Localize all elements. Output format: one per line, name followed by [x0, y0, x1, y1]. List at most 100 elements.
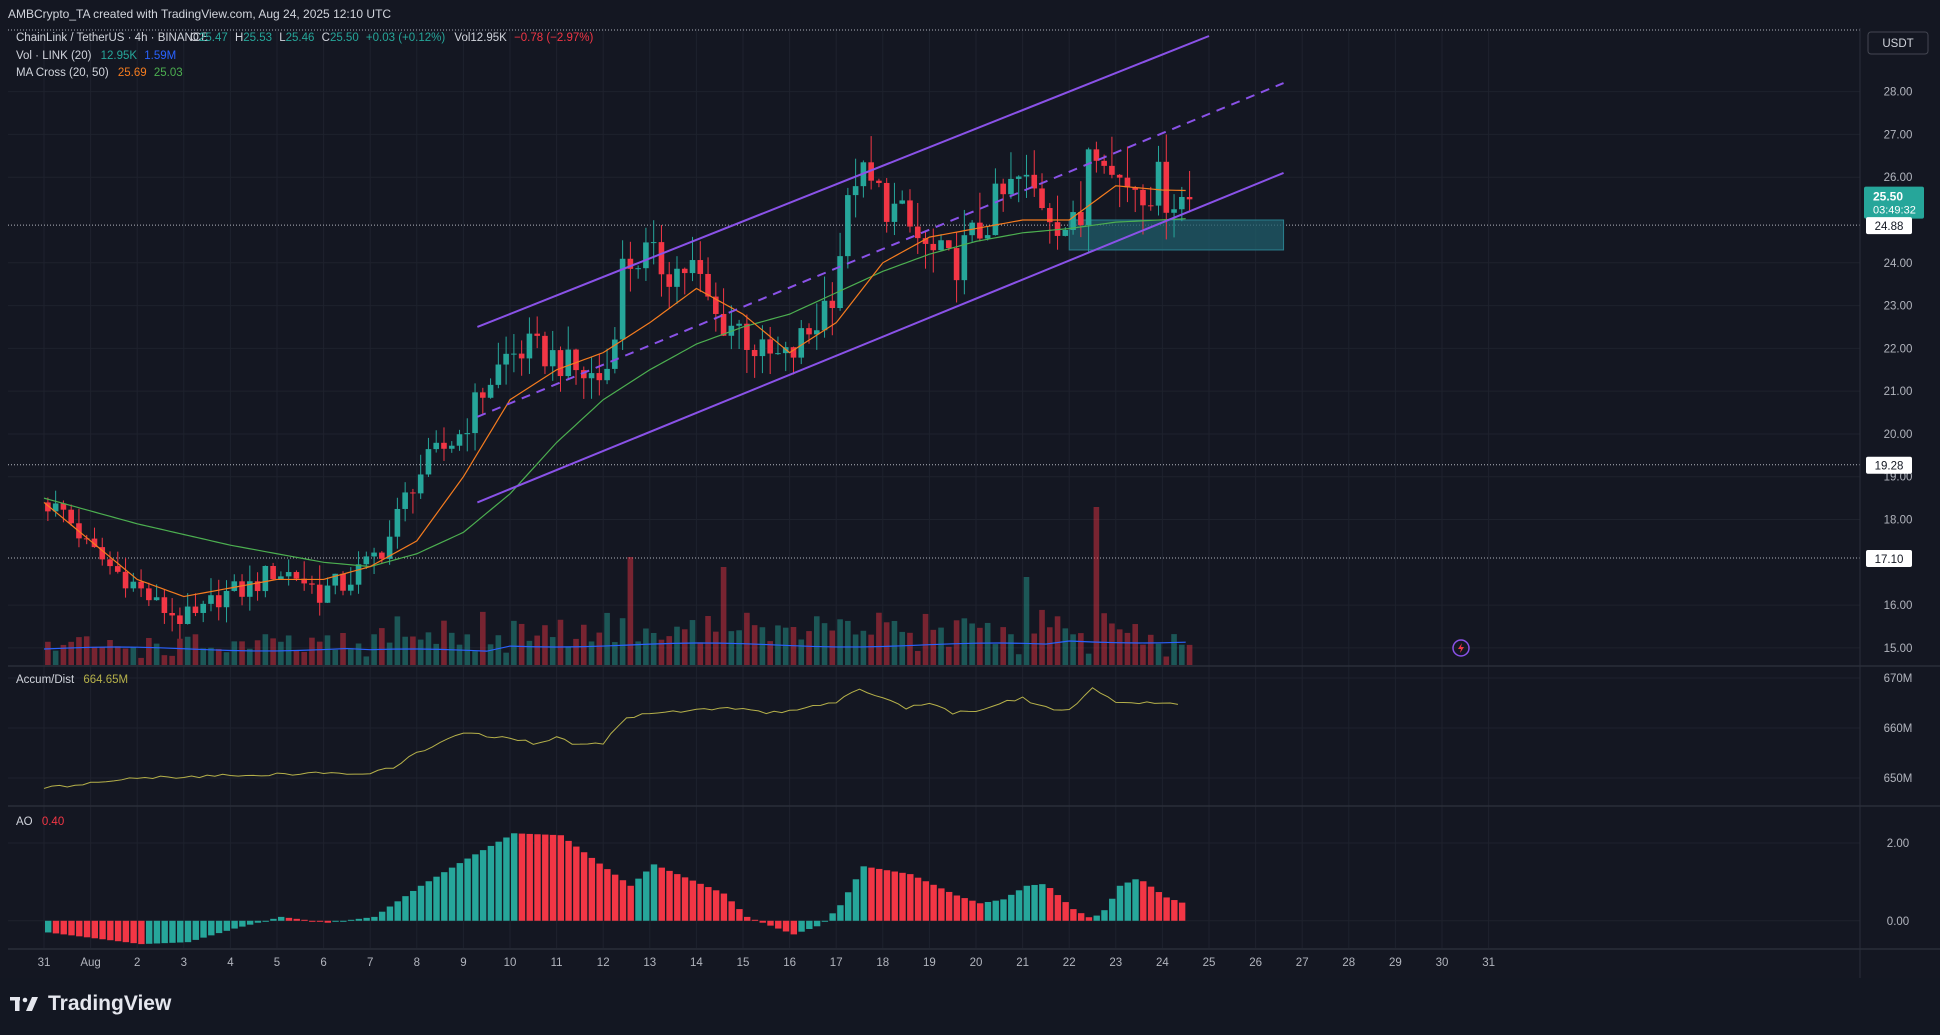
legend-ad-indicator[interactable]: Accum/Dist 664.65M — [16, 674, 128, 686]
candle-body — [239, 581, 245, 597]
ao-bar — [456, 863, 464, 921]
time-tick-label: 17 — [830, 957, 843, 969]
channel-upper-line[interactable] — [477, 35, 1210, 328]
volume-bar — [798, 639, 805, 665]
volume-bar — [938, 627, 944, 665]
ao-bar — [285, 917, 293, 921]
ao-bar — [363, 917, 370, 921]
candle-body — [410, 492, 416, 494]
volume-bar — [1147, 634, 1154, 665]
ao-bar — [1039, 884, 1046, 921]
candle-body — [247, 581, 253, 597]
ao-bar — [1000, 899, 1007, 921]
candle-body — [713, 296, 719, 314]
ao-bar — [1046, 888, 1054, 921]
ao-bar — [479, 850, 487, 921]
ao-bar — [91, 920, 98, 939]
ao-bar — [907, 874, 914, 921]
time-tick-label: 21 — [1016, 957, 1029, 969]
volume-bar — [1101, 613, 1107, 665]
volume-bar — [332, 649, 339, 665]
ad-tick-label: 650M — [1884, 773, 1913, 785]
ao-bar — [1023, 885, 1030, 921]
price-tick-label: 16.00 — [1884, 600, 1913, 612]
ao-bar — [1101, 910, 1108, 921]
ao-bar — [992, 900, 999, 921]
candle-body — [580, 370, 587, 379]
candle-body — [262, 565, 269, 592]
level-price-tag[interactable] — [1866, 550, 1912, 568]
legend-l-key: L — [279, 32, 286, 44]
legend-ao-indicator[interactable]: AO 0.40 — [16, 816, 64, 828]
tradingview-logo[interactable]: TradingView — [10, 992, 171, 1016]
ao-bar — [712, 890, 720, 921]
ao-bar — [938, 888, 945, 921]
candle-body — [1155, 161, 1162, 206]
last-price-tag[interactable] — [1864, 186, 1924, 219]
candle-body — [518, 353, 525, 359]
candle-body — [852, 186, 859, 196]
volume-bar — [1140, 644, 1146, 665]
level-price-tag[interactable] — [1866, 456, 1912, 474]
volume-bar — [1008, 634, 1014, 665]
ao-bar — [200, 920, 207, 938]
volume-bar — [1039, 609, 1045, 665]
candle-body — [441, 442, 447, 449]
candle-body — [433, 442, 440, 450]
ao-bar — [744, 916, 751, 921]
time-axis[interactable]: 31 Aug 2 3 4 5 6 7 8 9 10 11 12 13 14 15 16 17 18 19 20 21 22 2… — [38, 957, 1495, 969]
time-tick-label: 10 — [504, 957, 517, 969]
ao-bar — [293, 918, 300, 921]
volume-bar — [184, 636, 191, 665]
volume-bar — [713, 631, 719, 665]
volume-bar — [697, 642, 704, 665]
candle-body — [130, 581, 137, 589]
ao-bar — [1008, 894, 1015, 921]
candle-body — [775, 353, 781, 355]
volume-bar — [907, 632, 913, 665]
volume-bar — [1132, 624, 1139, 665]
ao-bar — [208, 920, 215, 936]
volume-bar — [736, 630, 742, 665]
ao-bar — [169, 920, 176, 943]
ao-bar — [1124, 882, 1131, 921]
channel-lower-line[interactable] — [477, 171, 1284, 504]
legend-symbol[interactable]: ChainLink / TetherUS · 4h · BINANCE — [16, 32, 209, 44]
volume-bar — [169, 655, 175, 665]
ao-bar — [410, 890, 417, 921]
candle-body — [534, 333, 540, 336]
volume-bar — [961, 618, 968, 665]
ao-bar — [829, 913, 836, 921]
level-price-tag[interactable] — [1866, 217, 1912, 235]
legend-ma-indicator[interactable]: MA Cross (20, 50) 25.69 25.03 — [16, 67, 183, 79]
candle-body — [837, 256, 843, 309]
price-tick-label: 24.00 — [1884, 258, 1913, 270]
price-axis[interactable]: USDT 28.00 27.00 26.00 24.00 23.00 22.00 21.00… — [1864, 31, 1929, 928]
ao-bar — [643, 871, 650, 921]
chart-canvas[interactable]: ChainLink / TetherUS · 4h · BINANCE O25.… — [0, 28, 1940, 978]
candle-body — [270, 565, 276, 580]
channel-middle-line[interactable] — [476, 82, 1284, 418]
candles — [45, 134, 1193, 639]
volume-bar — [324, 635, 331, 665]
volume-bar — [480, 611, 486, 665]
level-price-value: 24.88 — [1875, 221, 1904, 233]
ao-bar — [953, 895, 961, 921]
volume-bar — [495, 635, 502, 665]
volume-bar — [464, 634, 471, 665]
legend-vol-value: 12.95K — [470, 32, 507, 44]
candle-body — [52, 503, 59, 512]
volume-bar — [946, 646, 952, 665]
volume-bar — [813, 616, 820, 665]
currency-badge[interactable] — [1867, 31, 1929, 55]
legend-o-key: O — [190, 32, 199, 44]
candle-body — [1000, 183, 1006, 195]
lightning-icon[interactable] — [1452, 639, 1470, 657]
volume-bar — [45, 641, 51, 665]
ao-bar — [278, 916, 285, 921]
legend-volume-indicator[interactable]: Vol · LINK (20) 12.95K 1.59M — [16, 50, 176, 62]
candle-body — [658, 242, 665, 275]
candle-body — [961, 235, 968, 281]
ao-bar — [511, 833, 518, 921]
